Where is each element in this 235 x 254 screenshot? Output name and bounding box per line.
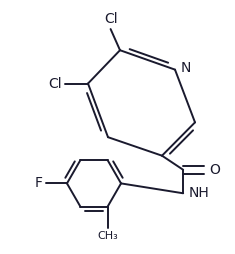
Text: Cl: Cl [104, 11, 118, 26]
Text: N: N [181, 61, 191, 75]
Text: CH₃: CH₃ [97, 231, 118, 242]
Text: NH: NH [189, 186, 210, 200]
Text: F: F [34, 176, 42, 190]
Text: O: O [209, 163, 220, 177]
Text: Cl: Cl [48, 76, 62, 90]
